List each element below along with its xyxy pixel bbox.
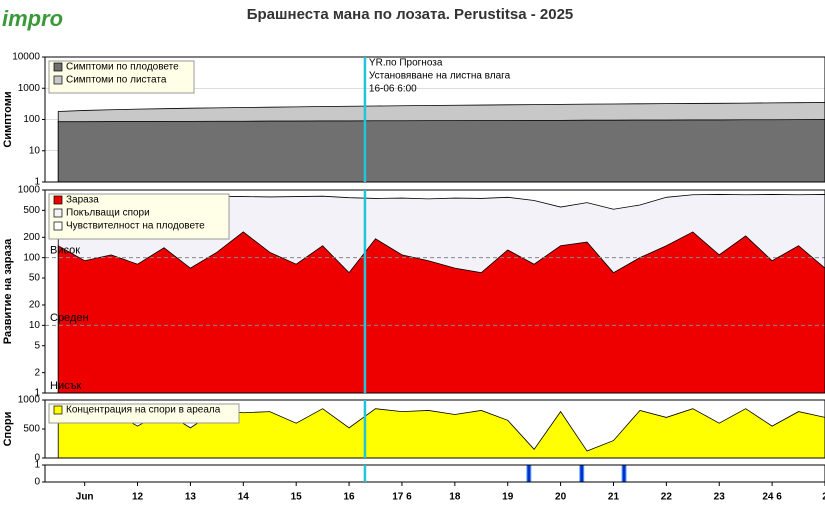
legend-label: Симптоми по плодовете: [66, 62, 179, 73]
area: [57, 119, 825, 183]
level-label: Нисък: [50, 380, 81, 392]
legend: Концентрация на спори в ареала: [48, 403, 240, 424]
plot-frame: [44, 464, 825, 483]
legend-label: Чувствителност на плодовете: [66, 221, 205, 232]
x-tick-label: 12: [132, 492, 144, 503]
x-tick-label: 2: [822, 492, 825, 503]
plot-frame: [44, 189, 825, 394]
logo: impro: [2, 6, 63, 31]
y-tick-label: 500: [23, 205, 40, 216]
legend-swatch: [53, 208, 63, 218]
y-tick-label: 1: [34, 388, 40, 399]
forecast-note: YR.по Прогноза: [369, 58, 443, 69]
y-tick-label: 10: [29, 145, 41, 156]
legend-box: [48, 60, 195, 94]
y-tick-label: 1000: [18, 83, 41, 94]
y-tick-label: 0: [34, 477, 40, 488]
x-tick-label: 18: [449, 492, 461, 503]
x-tick-label: 19: [502, 492, 514, 503]
legend-label: Покълващи спори: [66, 208, 150, 219]
y-tick-label: 2: [34, 367, 40, 378]
x-tick-label: 16: [344, 492, 356, 503]
forecast-note: 16-06 6:00: [369, 84, 417, 95]
y-tick-label: 50: [29, 273, 41, 284]
legend: Зараза Покълващи спори Чувствителност на п…: [48, 193, 230, 240]
level-label: Висок: [50, 245, 80, 257]
legend-swatch: [53, 62, 63, 72]
x-tick-label: 15: [291, 492, 303, 503]
x-tick-label: 17 6: [392, 492, 412, 503]
area: [57, 231, 825, 394]
x-tick-label: 24 6: [762, 492, 782, 503]
plot-frame: [44, 399, 825, 459]
x-tick-label: 20: [555, 492, 567, 503]
y-tick-label: 1000: [18, 185, 41, 196]
plot-area: [45, 465, 825, 482]
legend-label: Концентрация на спори в ареала: [66, 405, 221, 416]
x-tick-label: 22: [661, 492, 673, 503]
legend-swatch: [53, 405, 63, 415]
legend-label: Зараза: [66, 195, 99, 206]
y-tick-label: 100: [23, 252, 40, 263]
bar: [621, 464, 627, 483]
x-tick-label: 14: [238, 492, 250, 503]
legend: Симптоми по плодовете Симптоми по листата: [48, 60, 195, 94]
y-tick-label: 0: [34, 453, 40, 464]
forecast-note: Установяване на листна влага: [369, 71, 511, 82]
legend-box: [48, 193, 230, 240]
y-tick-label: 500: [23, 424, 40, 435]
chart-title: Брашнеста мана по лозата. Perustitsa - 2…: [247, 6, 574, 23]
y-tick-label: 20: [29, 300, 41, 311]
y-tick-label: 100: [23, 114, 40, 125]
y-axis-title: Развитие на зараза: [2, 238, 14, 344]
level-label: Среден: [50, 312, 89, 324]
bar: [579, 464, 585, 483]
legend-box: [48, 403, 240, 424]
x-tick-label: 13: [185, 492, 197, 503]
y-axis-title: Спори: [2, 412, 14, 447]
y-tick-label: 10: [29, 320, 41, 331]
y-tick-label: 1: [34, 177, 40, 188]
y-axis-title: Симптоми: [2, 91, 14, 147]
legend-swatch: [53, 221, 63, 231]
y-tick-label: 10000: [12, 52, 40, 63]
x-tick-label: 21: [608, 492, 620, 503]
y-tick-label: 1000: [18, 395, 41, 406]
y-tick-label: 200: [23, 232, 40, 243]
x-tick-label: Jun: [76, 492, 94, 503]
y-tick-label: 5: [34, 340, 40, 351]
legend-label: Симптоми по листата: [66, 75, 167, 86]
legend-swatch: [53, 195, 63, 205]
x-tick-label: 23: [714, 492, 726, 503]
bar: [526, 464, 532, 483]
y-tick-label: 1: [34, 460, 40, 471]
legend-swatch: [53, 75, 63, 85]
plot-frame: [44, 56, 825, 183]
